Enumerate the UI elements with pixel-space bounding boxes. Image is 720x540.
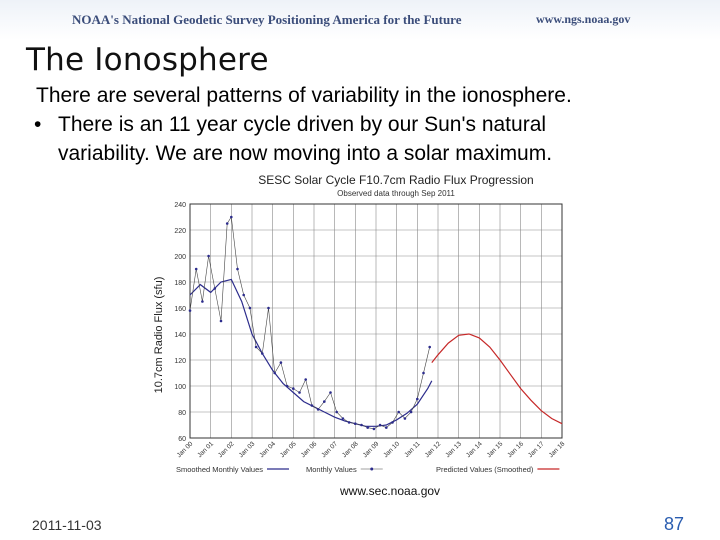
bullet-marker: •: [34, 113, 42, 136]
body-text-line-1: There are several patterns of variabilit…: [36, 84, 572, 107]
solar-cycle-chart: SESC Solar Cycle F10.7cm Radio Flux Prog…: [146, 170, 578, 500]
body-text-line-3: variability. We are now moving into a so…: [58, 142, 553, 165]
data-point: [194, 267, 198, 271]
legend-marker: [370, 467, 374, 471]
page-number: 87: [664, 514, 685, 534]
data-point: [261, 352, 264, 355]
data-point: [397, 410, 400, 414]
chart-title: SESC Solar Cycle F10.7cm Radio Flux Prog…: [258, 173, 533, 187]
y-axis-label: 10.7cm Radio Flux (sfu): [153, 277, 165, 394]
data-point: [213, 287, 217, 290]
data-point: [248, 306, 252, 310]
data-point: [428, 345, 432, 349]
body-text-line-2: There is an 11 year cycle driven by our …: [58, 113, 547, 136]
series-monthly-trace: [189, 216, 430, 430]
banner-title: NOAA's National Geodetic Survey Position…: [72, 12, 462, 27]
data-point: [366, 426, 369, 429]
data-point: [416, 397, 419, 401]
data-point: [385, 426, 388, 429]
legend-label: Monthly Values: [306, 465, 357, 474]
y-tick-label: 60: [178, 436, 186, 443]
y-tick-label: 140: [174, 332, 186, 339]
data-point: [310, 404, 314, 407]
y-tick-label: 100: [174, 384, 186, 391]
data-point: [292, 387, 295, 390]
data-point: [201, 300, 204, 303]
banner-url: www.ngs.noaa.gov: [536, 12, 631, 26]
data-point: [354, 422, 357, 425]
data-point: [219, 319, 223, 323]
slide-title: The Ionosphere: [26, 42, 269, 78]
footer-date: 2011-11-03: [32, 517, 102, 533]
data-point: [225, 222, 229, 225]
data-point: [230, 215, 233, 219]
data-point: [236, 267, 239, 271]
data-point: [378, 423, 382, 427]
data-point: [372, 427, 376, 431]
data-point: [304, 378, 307, 381]
data-point: [188, 309, 192, 312]
data-point: [329, 391, 332, 394]
data-point: [341, 417, 345, 420]
data-point: [316, 408, 320, 411]
y-tick-label: 220: [174, 228, 186, 235]
data-point: [403, 417, 407, 420]
y-tick-label: 240: [174, 202, 186, 209]
data-point: [207, 254, 210, 258]
y-tick-label: 160: [174, 306, 186, 313]
data-point: [360, 423, 363, 427]
legend: Smoothed Monthly Values Monthly Values Pre…: [176, 465, 560, 474]
y-tick-label: 80: [178, 410, 186, 417]
data-point: [254, 345, 258, 349]
plot-frame: [189, 203, 563, 439]
data-point: [273, 371, 276, 375]
data-point: [422, 371, 425, 375]
data-point: [335, 410, 338, 414]
data-point: [285, 384, 289, 388]
series-layer: [188, 215, 563, 431]
y-tick-label: 120: [174, 358, 186, 365]
chart-svg: SESC Solar Cycle F10.7cm Radio Flux Prog…: [146, 170, 578, 490]
legend-label: Smoothed Monthly Values: [176, 465, 263, 474]
data-point: [323, 400, 326, 403]
data-point: [279, 361, 283, 364]
source-url: www.sec.noaa.gov: [340, 484, 441, 498]
chart-background: [146, 170, 578, 490]
chart-subtitle: Observed data through Sep 2011: [337, 189, 455, 198]
data-point: [298, 391, 301, 394]
data-point: [347, 421, 351, 424]
legend-label: Predicted Values (Smoothed): [436, 465, 534, 474]
y-tick-label: 200: [174, 254, 186, 261]
y-tick-label: 180: [174, 280, 186, 287]
data-point: [391, 421, 394, 424]
series-line-2: [431, 333, 563, 425]
data-point: [267, 306, 270, 310]
data-point: [242, 293, 245, 297]
data-point: [409, 410, 413, 414]
header-banner: NOAA's National Geodetic Survey Position…: [0, 0, 720, 40]
